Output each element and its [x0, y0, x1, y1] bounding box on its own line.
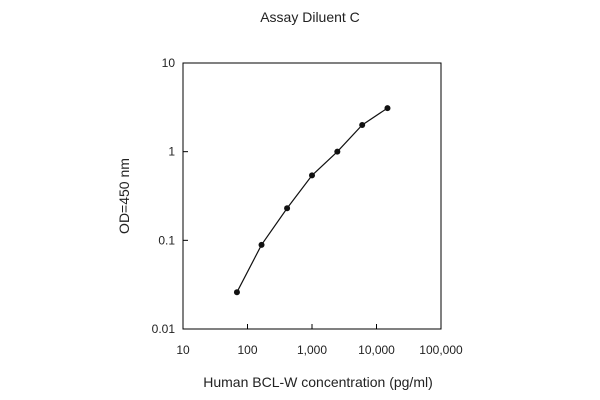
x-axis-label: Human BCL-W concentration (pg/ml)	[203, 374, 433, 390]
data-point	[233, 289, 240, 296]
data-point	[384, 105, 391, 112]
y-tick-label: 10	[162, 56, 176, 70]
x-tick-label: 10	[176, 343, 190, 357]
y-tick-label: 0.01	[152, 322, 176, 336]
chart-title: Assay Diluent C	[260, 9, 360, 25]
x-tick-label: 10,000	[358, 343, 395, 357]
plot-frame	[182, 62, 442, 330]
series-line	[236, 107, 388, 293]
y-axis-label: OD=450 nm	[116, 158, 132, 234]
series-points	[233, 105, 391, 296]
y-tick-label: 0.1	[158, 233, 175, 247]
x-tick-label: 100	[237, 343, 257, 357]
data-point	[334, 148, 341, 155]
y-tick-label: 1	[168, 145, 175, 159]
x-tick-label: 100,000	[419, 343, 463, 357]
y-axis: 0.01 0.1 1 10	[152, 56, 188, 336]
data-point	[258, 241, 265, 248]
data-point	[359, 121, 366, 128]
x-tick-label: 1,000	[297, 343, 327, 357]
data-point	[309, 172, 315, 179]
x-axis: 10 100 1,000 10,000 100,000	[176, 324, 463, 357]
data-point	[284, 205, 291, 212]
